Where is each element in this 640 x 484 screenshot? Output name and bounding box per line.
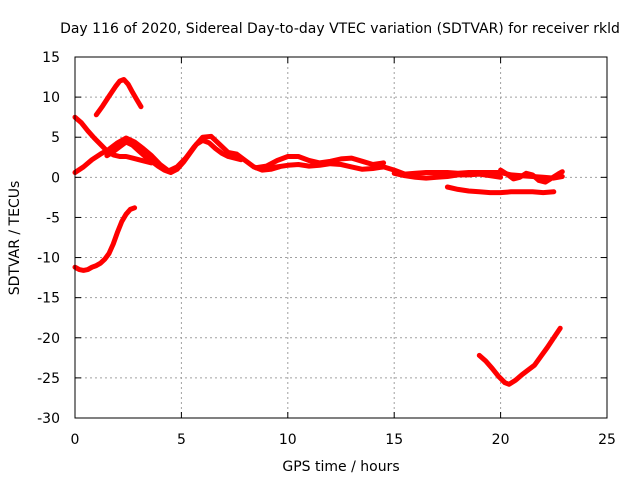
x-tick-label: 5	[177, 432, 186, 448]
series-line-arc-c	[93, 77, 144, 118]
y-tick-label: -15	[37, 291, 60, 307]
y-tick-label: -30	[37, 411, 60, 427]
y-tick-label: 10	[42, 90, 60, 106]
y-tick-label: 0	[51, 170, 60, 186]
chart-title: Day 116 of 2020, Sidereal Day-to-day VTE…	[60, 21, 620, 37]
y-tick-label: 5	[51, 130, 60, 146]
axis-ticks	[74, 56, 608, 419]
x-tick-label: 25	[598, 432, 616, 448]
x-axis-label: GPS time / hours	[282, 459, 399, 475]
series-line-arc-h	[391, 170, 504, 181]
y-tick-label: 15	[42, 50, 60, 66]
plot-frame	[74, 56, 608, 419]
y-tick-label: -20	[37, 331, 60, 347]
x-tick-label: 10	[279, 432, 297, 448]
grid-lines	[75, 57, 607, 418]
x-tick-label: 15	[385, 432, 403, 448]
x-axis-tick-labels: 0 5 10 15 20 25	[71, 432, 616, 448]
series-line-arc-e	[104, 137, 244, 175]
x-tick-label: 0	[71, 432, 80, 448]
series-line-arc-k	[476, 325, 563, 387]
y-axis-label: SDTVAR / TECUs	[7, 181, 23, 296]
series-line-arc-g	[264, 161, 565, 181]
y-axis-tick-labels: -30 -25 -20 -15 -10 -5 0 5 10 15	[37, 50, 60, 427]
series-line-arc-b	[72, 205, 138, 273]
series-line-arc-i	[498, 167, 565, 185]
y-tick-label: -5	[46, 210, 60, 226]
y-tick-label: -25	[37, 371, 60, 387]
data-series	[72, 77, 565, 387]
y-tick-label: -10	[37, 251, 60, 267]
series-line-arc-j	[444, 184, 557, 196]
x-tick-label: 20	[492, 432, 510, 448]
series-line-arc-a	[72, 114, 155, 166]
